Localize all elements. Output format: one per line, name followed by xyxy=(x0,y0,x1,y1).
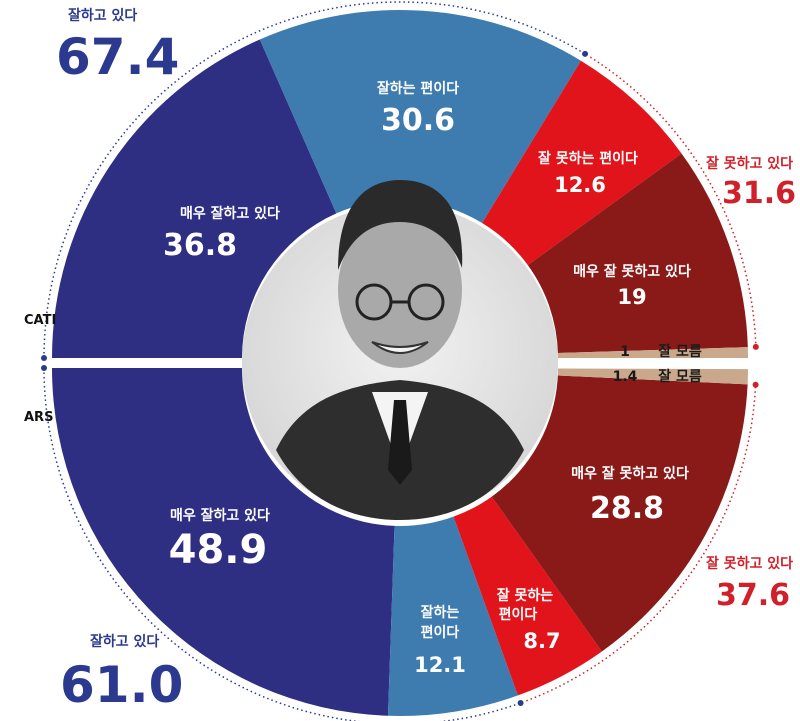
ars-unsure-label: 잘 모름 xyxy=(658,369,702,385)
cati-very-good-value: 36.8 xyxy=(163,228,237,263)
ars-very-good-label: 매우 잘하고 있다 xyxy=(170,507,270,524)
ars-very-bad-label: 매우 잘 못하고 있다 xyxy=(571,465,689,482)
ars-ring-split-dot xyxy=(517,699,524,706)
cati-slice-unsure xyxy=(557,347,748,358)
cati-very-bad-label: 매우 잘 못하고 있다 xyxy=(573,263,691,280)
ars-positive-total-value: 61.0 xyxy=(60,656,183,714)
cati-unsure-value: 1 xyxy=(620,344,630,360)
ars-negative-total-label: 잘 못하고 있다 xyxy=(706,555,793,572)
cati-ring-start-dot xyxy=(41,355,47,361)
ars-bad-label-line2: 편이다 xyxy=(499,606,538,623)
portrait-photo xyxy=(242,180,558,520)
ars-slice-unsure xyxy=(557,368,748,385)
cati-ring-end-dot xyxy=(752,343,759,350)
ars-very-bad-value: 28.8 xyxy=(590,491,664,526)
cati-slice-very-good xyxy=(52,39,337,359)
cati-bad-value: 12.6 xyxy=(554,173,606,197)
ars-good-label-line2: 편이다 xyxy=(421,624,460,641)
ars-negative-ring xyxy=(526,384,757,702)
cati-negative-total-label: 잘 못하고 있다 xyxy=(706,155,793,172)
cati-unsure-label: 잘 모름 xyxy=(658,344,702,360)
cati-bad-label: 잘 못하는 편이다 xyxy=(538,150,638,167)
ars-positive-total-label: 잘하고 있다 xyxy=(90,633,159,650)
cati-very-bad-value: 19 xyxy=(617,285,646,309)
ars-slice-good xyxy=(387,516,518,717)
cati-good-value: 30.6 xyxy=(381,103,455,138)
ars-bad-label-line1: 잘 못하는 xyxy=(497,587,554,604)
ars-bad-value: 8.7 xyxy=(523,629,560,653)
cati-slice-good xyxy=(259,10,581,224)
cati-negative-total-value: 31.6 xyxy=(722,176,796,211)
ars-slice-bad xyxy=(453,496,602,696)
cati-good-label: 잘하는 편이다 xyxy=(377,80,459,97)
ars-slice-very-bad xyxy=(491,375,748,652)
cati-positive-total-value: 67.4 xyxy=(56,28,179,86)
ars-unsure-value: 1.4 xyxy=(613,369,638,385)
ars-slice-very-good xyxy=(52,368,395,716)
ars-ring-start-dot xyxy=(41,365,47,371)
ars-ring-end-dot xyxy=(752,381,759,388)
ars-very-good-value: 48.9 xyxy=(169,527,268,573)
ars-group-label: ARS xyxy=(24,410,53,425)
cati-very-good-label: 매우 잘하고 있다 xyxy=(180,205,280,222)
cati-group-label: CATI xyxy=(24,313,56,328)
cati-slice-bad xyxy=(482,60,682,266)
cati-positive-total-label: 잘하고 있다 xyxy=(68,7,137,24)
ars-good-label-line1: 잘하는 xyxy=(421,604,460,621)
cati-slice-very-bad xyxy=(527,153,748,354)
ars-good-value: 12.1 xyxy=(414,653,466,677)
cati-ring-split-dot xyxy=(582,50,589,57)
ars-negative-total-value: 37.6 xyxy=(716,578,790,613)
